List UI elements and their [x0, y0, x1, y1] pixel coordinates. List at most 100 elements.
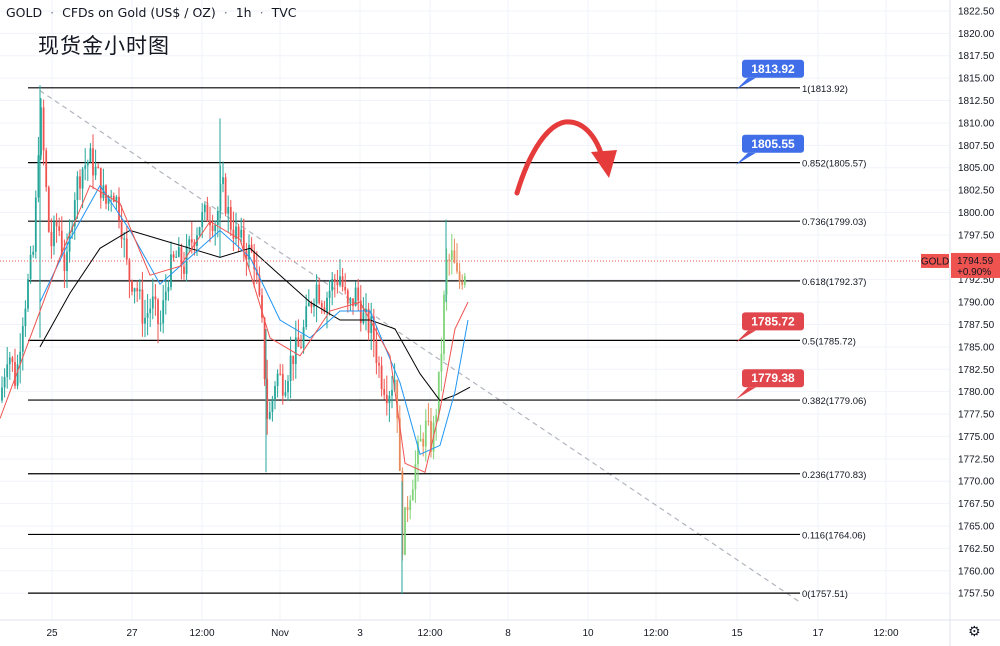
candle-body: [99, 167, 102, 199]
candle-body: [274, 385, 276, 399]
callout-value: 1805.55: [751, 137, 795, 151]
candle-body: [378, 363, 380, 366]
price-tick-label: 1790.00: [958, 298, 995, 309]
candle-body: [125, 238, 128, 260]
candle-body: [86, 162, 89, 166]
candle-body: [47, 187, 50, 232]
candle-body: [40, 107, 42, 156]
time-tick-label: 3: [357, 628, 363, 639]
candle-body: [206, 204, 209, 222]
callout-pointer: [736, 152, 756, 165]
candle-body: [404, 507, 406, 555]
candle-body: [417, 441, 419, 465]
candle-body: [313, 303, 315, 307]
candle-body: [422, 438, 425, 447]
callout-box[interactable]: [742, 312, 804, 331]
candle-body: [55, 221, 58, 227]
candle-body: [250, 244, 253, 252]
fib-level-label: 0.736(1799.03): [802, 217, 866, 228]
candle-body: [271, 398, 274, 413]
time-tick-label: 12:00: [189, 628, 214, 639]
candle-body: [258, 275, 261, 296]
fib-level-label: 1(1813.92): [802, 84, 848, 95]
time-tick-label: 12:00: [643, 628, 668, 639]
candle-body: [276, 373, 279, 386]
price-tick-label: 1820.00: [958, 29, 995, 40]
candle-body: [164, 291, 167, 301]
candle-body: [8, 357, 11, 365]
candle-body: [94, 166, 97, 176]
fib-level-label: 0.852(1805.57): [802, 159, 866, 170]
annotation-title: 现货金小时图: [38, 34, 170, 58]
candle-body: [76, 176, 79, 201]
candle-body: [359, 300, 362, 324]
candle-body: [170, 254, 172, 288]
candle-body: [380, 365, 383, 390]
candle-body: [391, 390, 393, 396]
candle-body: [458, 271, 461, 282]
candle-body: [411, 489, 414, 501]
candle-body: [445, 259, 448, 295]
gear-icon[interactable]: ⚙: [968, 624, 981, 640]
callout-pointer: [736, 387, 756, 400]
price-tick-label: 1815.00: [958, 74, 995, 85]
candle-body: [333, 279, 336, 283]
candle-body: [398, 418, 401, 471]
price-tick-label: 1757.50: [958, 589, 995, 600]
candle-body: [222, 177, 224, 185]
callout-box[interactable]: [742, 59, 804, 78]
price-tick-label: 1767.50: [958, 499, 995, 510]
interval-label[interactable]: 1h: [235, 5, 252, 20]
callout-box[interactable]: [742, 369, 804, 388]
candle-body: [211, 225, 214, 232]
candle-body: [302, 326, 305, 348]
candle-body: [183, 266, 185, 274]
price-tick-label: 1822.50: [958, 6, 995, 17]
candle-body: [463, 276, 466, 285]
candle-body: [237, 226, 240, 238]
price-tag-value: 1794.59: [957, 256, 994, 267]
candle-body: [144, 317, 146, 324]
candle-body: [253, 251, 256, 270]
candle-body: [89, 148, 92, 163]
candle-body: [16, 364, 19, 386]
time-tick-label: 8: [505, 628, 511, 639]
price-tick-label: 1797.50: [958, 230, 995, 241]
candle-body: [430, 421, 432, 452]
candle-body: [216, 210, 219, 226]
candle-body: [279, 373, 282, 375]
candle-body: [84, 165, 87, 169]
curved-arrow-icon: [514, 119, 617, 196]
candle-body: [81, 168, 84, 189]
candle-body: [409, 500, 412, 510]
symbol-label[interactable]: GOLD: [6, 5, 43, 20]
price-tag-symbol: GOLD: [921, 256, 949, 267]
price-tick-label: 1802.50: [958, 186, 995, 197]
candle-body: [370, 316, 373, 333]
candle-body: [6, 364, 9, 378]
price-tick-label: 1807.50: [958, 141, 995, 152]
fib-level-label: 0.382(1779.06): [802, 396, 866, 407]
candle-body: [310, 303, 313, 307]
candle-body: [268, 412, 271, 419]
candle-body: [112, 195, 115, 203]
callout-box[interactable]: [742, 134, 804, 153]
callout-value: 1813.92: [751, 62, 795, 76]
time-tick-label: 12:00: [873, 628, 898, 639]
candle-body: [357, 287, 360, 301]
price-axis[interactable]: [950, 0, 1000, 646]
candle-body: [307, 303, 310, 307]
candle-body: [110, 195, 113, 197]
ma-slow-line: [39, 229, 471, 402]
candle-body: [123, 238, 126, 240]
time-axis[interactable]: [0, 620, 950, 646]
candle-body: [346, 290, 349, 304]
price-tick-label: 1785.00: [958, 342, 995, 353]
price-tick-label: 1780.00: [958, 387, 995, 398]
candle-body: [209, 221, 211, 226]
price-tick-label: 1770.00: [958, 477, 995, 488]
candle-body: [177, 247, 180, 257]
